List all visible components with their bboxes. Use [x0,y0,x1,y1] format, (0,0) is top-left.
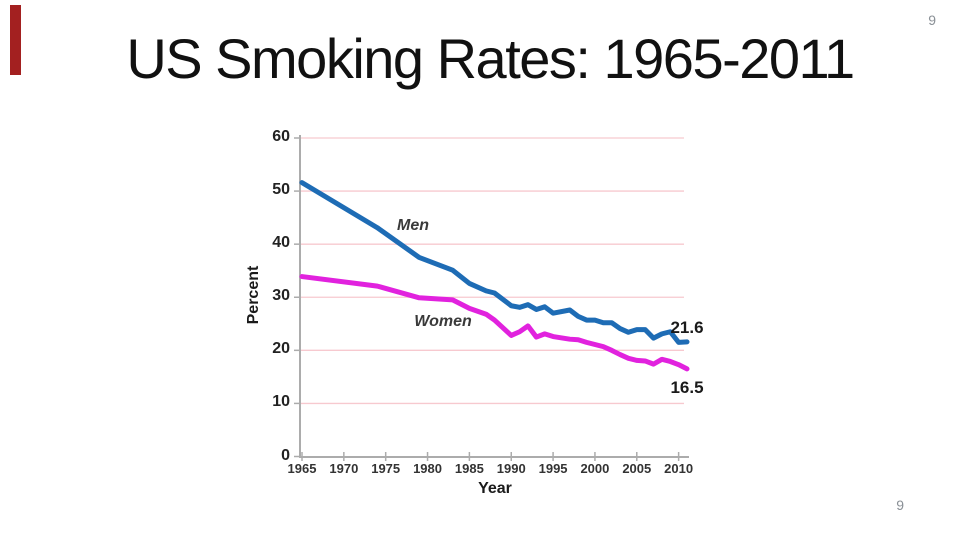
y-tick-label: 30 [272,287,290,305]
x-tick-label: 1985 [454,461,484,476]
line-women [299,274,690,372]
end-value-women: 16.5 [670,378,704,397]
x-axis-title: Year [478,480,512,497]
x-tick-label: 1965 [287,461,317,476]
page-number-top: 9 [928,12,936,28]
series-label-men: Men [397,217,429,234]
y-tick-label: 10 [272,393,290,411]
x-tick-label: 1990 [496,461,526,476]
x-tick-label: 1980 [413,461,442,476]
x-tick-label: 2005 [622,461,652,476]
y-tick-label: 20 [272,340,290,358]
series-label-women: Women [414,313,472,330]
page-number-bottom: 9 [896,497,904,513]
x-tick-label: 1995 [538,461,568,476]
y-tick-label: 50 [272,181,290,199]
slide-title: US Smoking Rates: 1965-2011 [126,27,855,90]
x-tick-label: 2010 [664,461,694,476]
slide-accent-bar [10,5,21,75]
x-tick-label: 1975 [371,461,401,476]
y-axis-title: Percent [245,265,262,325]
y-tick-label: 40 [272,234,290,252]
y-tick-label: 0 [281,446,290,464]
x-tick-label: 2000 [580,461,610,476]
x-tick-label: 1970 [329,461,359,476]
y-tick-label: 60 [272,128,290,145]
end-value-men: 21.6 [670,318,704,337]
line-men [299,180,690,345]
